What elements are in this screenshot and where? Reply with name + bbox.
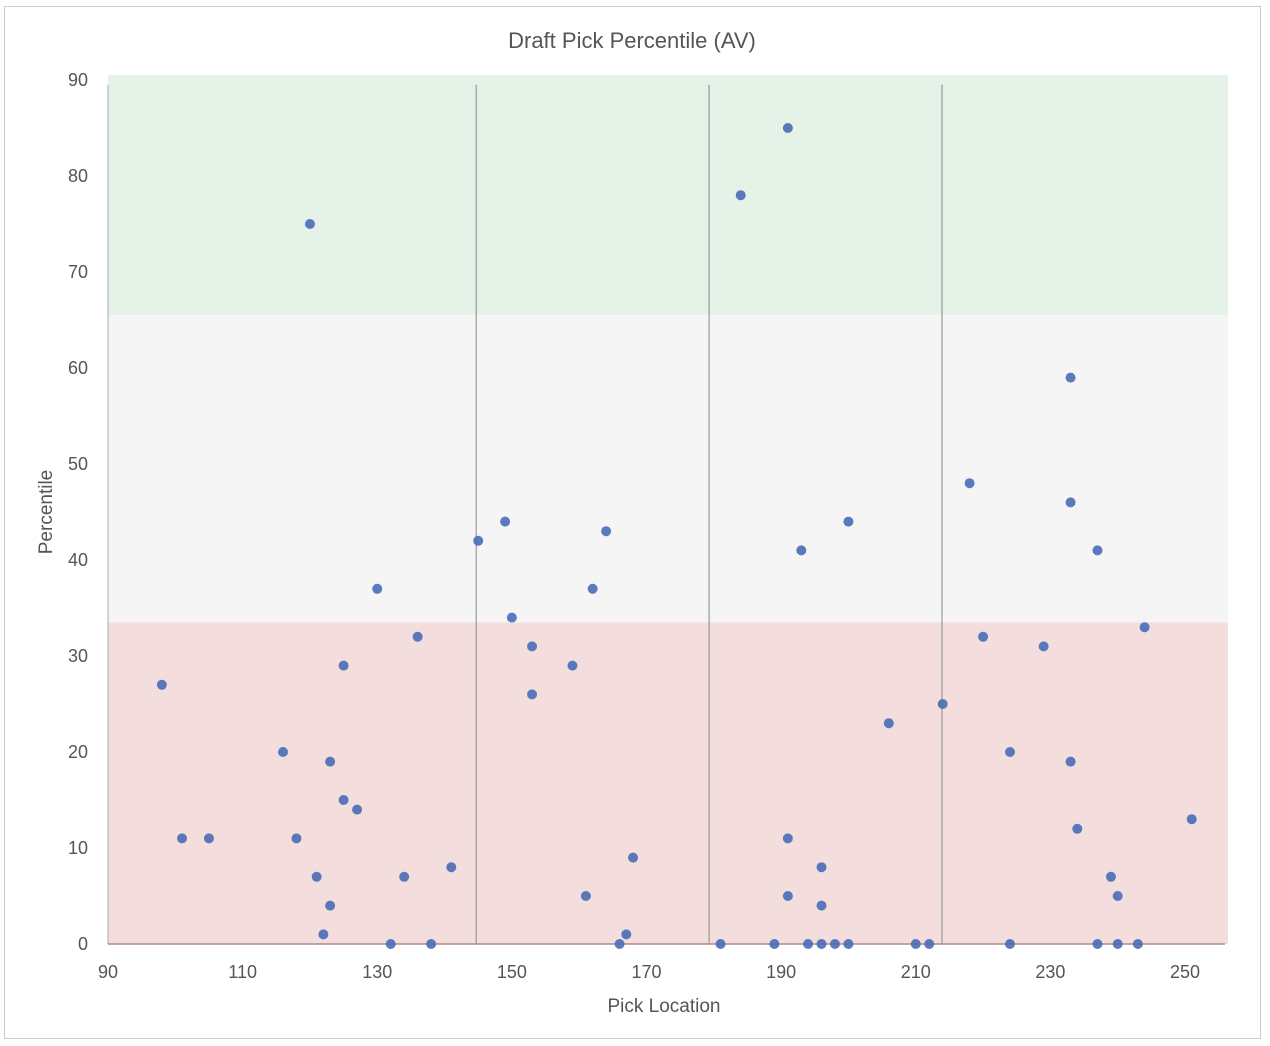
- data-point: [1072, 823, 1083, 834]
- data-point: [304, 219, 315, 229]
- data-point: [816, 862, 827, 873]
- chart-title: Draft Pick Percentile (AV): [508, 28, 756, 53]
- y-tick-label: 10: [68, 838, 88, 858]
- x-tick-label: 170: [631, 962, 661, 982]
- data-point: [372, 583, 383, 594]
- data-point: [203, 833, 214, 844]
- data-point: [1132, 939, 1143, 949]
- data-point: [177, 833, 188, 844]
- data-point: [412, 631, 423, 642]
- data-point: [473, 535, 484, 546]
- data-point: [924, 939, 935, 949]
- data-point: [278, 747, 289, 757]
- band-2: [108, 622, 1228, 944]
- data-point: [399, 871, 410, 882]
- y-tick-label: 80: [68, 166, 88, 186]
- data-point: [325, 900, 336, 911]
- data-point: [1186, 814, 1197, 825]
- data-point: [1092, 545, 1103, 556]
- data-point: [587, 583, 598, 594]
- data-point: [1065, 497, 1076, 508]
- data-point: [735, 190, 746, 201]
- data-point: [325, 756, 336, 767]
- data-point: [1065, 756, 1076, 767]
- data-point: [1038, 641, 1049, 652]
- data-point: [527, 641, 538, 652]
- data-point: [978, 631, 989, 642]
- data-point: [580, 891, 591, 901]
- data-point: [352, 804, 363, 815]
- data-point: [937, 699, 948, 709]
- data-point: [311, 871, 322, 882]
- data-point: [1092, 939, 1103, 949]
- data-point: [318, 929, 329, 940]
- data-point: [1004, 747, 1015, 757]
- data-point: [964, 478, 975, 489]
- data-point: [1105, 871, 1116, 882]
- y-tick-label: 90: [68, 70, 88, 90]
- data-point: [843, 939, 854, 949]
- chart-frame: [4, 6, 1261, 1039]
- data-point: [1065, 372, 1076, 383]
- x-tick-label: 90: [98, 962, 118, 982]
- data-point: [621, 929, 632, 940]
- data-point: [782, 123, 793, 133]
- x-tick-label: 190: [766, 962, 796, 982]
- x-tick-label: 230: [1035, 962, 1065, 982]
- y-tick-label: 0: [78, 934, 88, 954]
- data-point: [803, 939, 814, 949]
- y-tick-label: 40: [68, 550, 88, 570]
- data-point: [883, 718, 894, 729]
- data-point: [1112, 891, 1123, 901]
- data-point: [527, 689, 538, 700]
- y-tick-label: 20: [68, 742, 88, 762]
- data-point: [829, 939, 840, 949]
- data-point: [816, 900, 827, 911]
- x-tick-label: 150: [497, 962, 527, 982]
- data-point: [614, 939, 625, 949]
- data-point: [426, 939, 437, 949]
- data-point: [338, 795, 349, 805]
- x-tick-label: 210: [901, 962, 931, 982]
- data-point: [782, 891, 793, 901]
- y-tick-label: 30: [68, 646, 88, 666]
- data-point: [782, 833, 793, 844]
- x-tick-label: 250: [1170, 962, 1200, 982]
- x-axis-label: Pick Location: [607, 996, 720, 1017]
- data-point: [910, 939, 921, 949]
- data-point: [628, 852, 639, 863]
- data-point: [156, 679, 167, 690]
- data-point: [385, 939, 396, 949]
- y-axis-label: Percentile: [36, 470, 57, 555]
- data-point: [567, 660, 578, 671]
- x-tick-label: 130: [362, 962, 392, 982]
- data-point: [601, 526, 612, 537]
- band-0: [108, 75, 1228, 316]
- data-point: [796, 545, 807, 556]
- data-point: [500, 516, 511, 527]
- y-tick-label: 60: [68, 358, 88, 378]
- data-point: [506, 612, 517, 623]
- data-point: [816, 939, 827, 949]
- x-tick-label: 110: [228, 962, 257, 982]
- y-tick-label: 70: [68, 262, 88, 282]
- data-point: [446, 862, 457, 873]
- data-point: [1139, 622, 1150, 633]
- data-point: [1112, 939, 1123, 949]
- data-point: [769, 939, 780, 949]
- band-1: [108, 315, 1228, 623]
- data-point: [291, 833, 302, 844]
- data-point: [338, 660, 349, 671]
- data-point: [843, 516, 854, 527]
- data-point: [715, 939, 726, 949]
- y-tick-label: 50: [68, 454, 88, 474]
- data-point: [1004, 939, 1015, 949]
